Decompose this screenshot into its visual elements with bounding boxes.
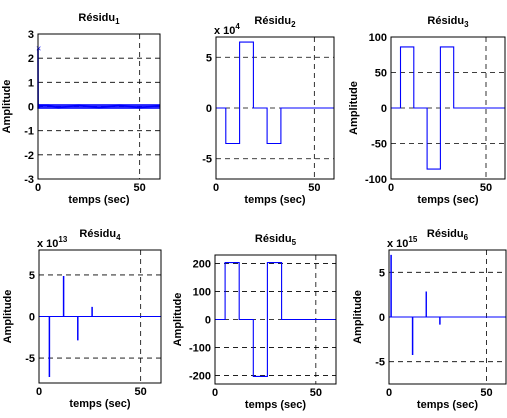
x-tick-label: 50 <box>308 182 320 194</box>
subplot-5: -200 -100 0 100 200 0 50 temps (sec) Amplitude Ré… <box>172 233 337 411</box>
y-axis-label: Amplitude <box>2 290 14 344</box>
y-tick-label: -50 <box>371 139 387 151</box>
exponent-label: x 104 <box>214 22 240 37</box>
y-axis-label: Amplitude <box>352 290 364 344</box>
x-tick-label: 0 <box>213 182 219 194</box>
series-line <box>391 46 505 170</box>
subplot-title: Résidu6 <box>427 228 469 242</box>
exponent-label: x 1013 <box>37 235 68 250</box>
y-axis-label: Amplitude <box>348 81 360 135</box>
y-tick-label: -5 <box>25 353 35 365</box>
y-tick-label: 0 <box>206 103 212 115</box>
y-tick-label: -1 <box>24 126 34 138</box>
y-tick-label: 2 <box>28 53 34 65</box>
series-line <box>389 254 506 356</box>
y-tick-label: -3 <box>24 174 34 186</box>
y-tick-label: 100 <box>369 32 387 44</box>
x-tick-label: 0 <box>386 387 392 399</box>
y-tick-label: 0 <box>379 312 385 324</box>
subplot-1: × -3 -2 -1 0 1 2 3 0 50 temps (sec) Amplitude Résidu… <box>1 12 161 206</box>
x-tick-label: 50 <box>310 387 322 399</box>
y-tick-label: -5 <box>375 357 385 369</box>
x-axis-label: temps (sec) <box>68 194 129 206</box>
axes-frame <box>214 254 337 385</box>
y-tick-label: 0 <box>28 102 34 114</box>
subplot-title: Résidu4 <box>79 228 121 242</box>
subplot-title: Résidu1 <box>78 12 120 26</box>
y-tick-label: -200 <box>189 371 211 383</box>
y-tick-label: 200 <box>193 258 211 270</box>
y-tick-label: -100 <box>365 174 387 186</box>
axes-frame <box>388 249 507 385</box>
y-axis-label: Amplitude <box>1 80 13 134</box>
x-axis-label: temps (sec) <box>245 399 306 411</box>
x-tick-label: 0 <box>388 182 394 194</box>
y-tick-label: 50 <box>375 68 387 80</box>
x-tick-label: 50 <box>480 387 492 399</box>
y-tick-label: 5 <box>29 270 35 282</box>
series-line <box>216 41 334 145</box>
x-axis-label: temps (sec) <box>69 398 130 410</box>
x-tick-label: 50 <box>134 182 146 194</box>
x-tick-label: 50 <box>480 182 492 194</box>
y-tick-label: 0 <box>205 315 211 327</box>
y-tick-label: 5 <box>206 52 212 64</box>
x-tick-label: 50 <box>135 386 147 398</box>
axes-frame <box>37 33 161 180</box>
y-tick-label: -2 <box>24 150 34 162</box>
x-axis-label: temps (sec) <box>417 194 478 206</box>
axes-frame <box>215 36 335 180</box>
x-axis-label: temps (sec) <box>417 399 478 411</box>
x-tick-label: 0 <box>36 386 42 398</box>
series-noise-band <box>39 104 160 109</box>
y-tick-label: 0 <box>29 312 35 324</box>
y-tick-label: -100 <box>189 343 211 355</box>
y-tick-label: 3 <box>28 29 34 41</box>
y-tick-label: 0 <box>381 103 387 115</box>
subplot-title: Résidu2 <box>254 15 296 29</box>
subplot-title: Résidu3 <box>427 15 469 29</box>
x-axis-label: temps (sec) <box>244 194 305 206</box>
axes-frame <box>38 249 162 384</box>
x-tick-label: 0 <box>35 182 41 194</box>
y-tick-label: -5 <box>202 154 212 166</box>
axes-frame <box>390 36 506 180</box>
exponent-label: x 1015 <box>387 235 418 250</box>
y-axis-label: Amplitude <box>172 293 184 347</box>
x-tick-label: 0 <box>212 387 218 399</box>
y-tick-label: 100 <box>193 286 211 298</box>
series-line <box>215 262 336 377</box>
subplot-title: Résidu5 <box>255 233 297 247</box>
y-tick-label: 1 <box>28 77 34 89</box>
series-line <box>39 276 161 377</box>
series-marker: × <box>36 44 41 54</box>
y-tick-label: 5 <box>379 267 385 279</box>
